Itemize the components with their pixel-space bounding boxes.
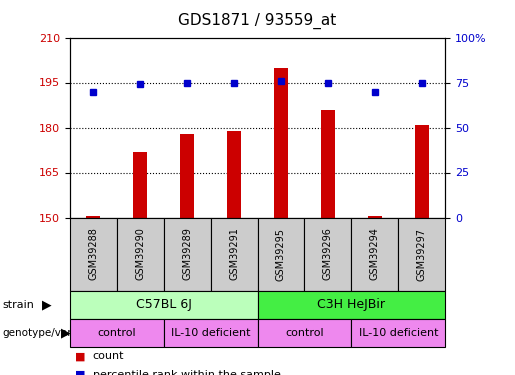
Text: count: count [93,351,124,361]
Bar [227,130,241,218]
Text: ▶: ▶ [61,326,71,339]
Text: C3H HeJBir: C3H HeJBir [317,298,386,311]
Text: control: control [97,328,136,338]
Text: GDS1871 / 93559_at: GDS1871 / 93559_at [178,13,337,29]
Text: ■: ■ [75,370,85,375]
Bar [133,152,147,217]
Text: GSM39289: GSM39289 [182,228,192,280]
Bar [180,134,194,218]
Text: C57BL 6J: C57BL 6J [135,298,192,311]
Text: ■: ■ [75,351,85,361]
Text: IL-10 deficient: IL-10 deficient [359,328,438,338]
Text: GSM39290: GSM39290 [135,228,145,280]
Text: control: control [285,328,324,338]
Bar [415,124,429,217]
Text: ▶: ▶ [42,298,52,311]
Bar [86,216,100,217]
Text: IL-10 deficient: IL-10 deficient [171,328,250,338]
Text: genotype/variation: genotype/variation [3,328,101,338]
Text: GSM39297: GSM39297 [417,228,427,280]
Text: GSM39288: GSM39288 [88,228,98,280]
Text: strain: strain [3,300,35,310]
Text: GSM39296: GSM39296 [323,228,333,280]
Text: GSM39295: GSM39295 [276,228,286,280]
Bar [321,110,335,218]
Text: percentile rank within the sample: percentile rank within the sample [93,370,281,375]
Text: GSM39294: GSM39294 [370,228,380,280]
Bar [368,216,382,217]
Bar [274,68,288,218]
Text: GSM39291: GSM39291 [229,228,239,280]
